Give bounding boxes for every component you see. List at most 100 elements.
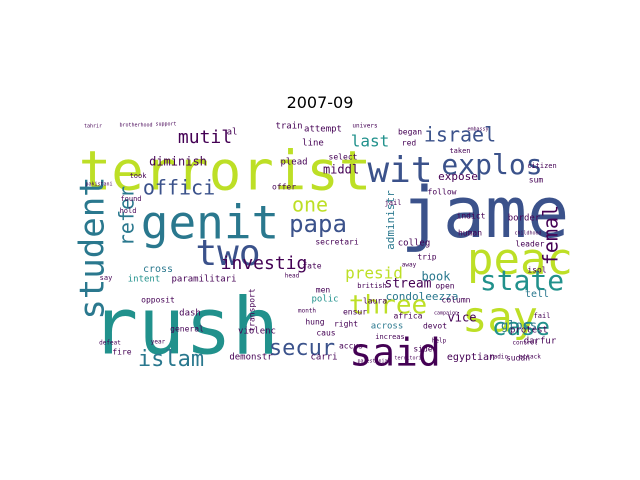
- word-select: select: [329, 153, 358, 162]
- word-book: book: [422, 270, 452, 284]
- word-last: last: [351, 132, 390, 151]
- word-say: say: [462, 293, 538, 342]
- word-islam: islam: [138, 347, 204, 372]
- word-jail: jail: [385, 199, 402, 207]
- word-brotherhood: brotherhood: [119, 123, 152, 129]
- word-papa: papa: [289, 210, 347, 238]
- word-fail: fail: [534, 312, 551, 320]
- word-citizen: citizen: [527, 162, 557, 170]
- word-taken: taken: [449, 147, 470, 155]
- word-attack: attack: [519, 354, 541, 361]
- word-three: three: [349, 291, 427, 321]
- word-paramilitari: paramilitari: [171, 275, 236, 285]
- word-radic: radic: [490, 354, 508, 361]
- word-sum: sum: [529, 176, 544, 185]
- word-administr: administr: [384, 190, 397, 250]
- word-took: took: [130, 172, 148, 180]
- word-hung: hung: [305, 318, 324, 327]
- word-genit: genit: [141, 196, 279, 250]
- word-year: year: [151, 339, 166, 346]
- word-opposit: opposit: [141, 296, 175, 305]
- word-condoleezza: condoleezza: [386, 290, 459, 303]
- word-one: one: [292, 193, 328, 217]
- word-control: control: [512, 340, 538, 347]
- word-carri: carri: [310, 353, 337, 363]
- word-sudan: sudan: [506, 354, 530, 363]
- word-side: side: [413, 345, 432, 354]
- word-fate: fate: [302, 262, 321, 271]
- word-head: head: [285, 273, 300, 280]
- word-univers: univers: [352, 123, 378, 130]
- word-egyptian: egyptian: [447, 352, 495, 363]
- word-vice: vice: [448, 311, 477, 325]
- word-laura: laura: [363, 297, 387, 306]
- word-line: line: [302, 139, 324, 149]
- word-al: al: [227, 128, 238, 138]
- word-defeat: defeat: [99, 340, 121, 347]
- word-terrorist: terrorist: [79, 140, 372, 203]
- word-accus: accus: [339, 342, 363, 351]
- word-trip: trip: [417, 253, 436, 262]
- word-column: column: [442, 296, 471, 305]
- word-peac: peac: [467, 234, 573, 285]
- word-leader: leader: [516, 240, 545, 249]
- word-polic: polic: [311, 295, 338, 305]
- word-refer: refer: [115, 186, 139, 246]
- word-train: train: [275, 122, 302, 132]
- word-mutil: mutil: [178, 127, 232, 148]
- word-red: red: [402, 139, 417, 148]
- word-colleg: colleg: [398, 239, 431, 249]
- word-isol: isol: [527, 266, 546, 275]
- word-transport: transport: [248, 288, 257, 332]
- word-british: british: [357, 282, 387, 290]
- word-offer: offer: [272, 183, 296, 192]
- word-student: student: [73, 176, 113, 319]
- chart-title: 2007-09: [287, 93, 354, 112]
- word-attempt: attempt: [304, 125, 342, 135]
- word-palestinian: palestinian: [357, 359, 390, 365]
- word-caus: caus: [316, 329, 335, 338]
- word-general: general: [170, 325, 204, 334]
- word-presid: presid: [345, 264, 403, 283]
- word-ensur: ensur: [343, 308, 367, 317]
- word-africa: africa: [394, 312, 423, 321]
- word-across: across: [371, 322, 404, 332]
- word-border: border: [508, 214, 541, 224]
- word-two: two: [195, 233, 260, 274]
- word-began: began: [398, 128, 422, 137]
- word-femal: femal: [539, 205, 563, 265]
- word-expose: expose: [438, 170, 478, 183]
- word-dash: dash: [179, 309, 201, 319]
- word-jame: jame: [401, 172, 570, 254]
- word-men: men: [316, 286, 331, 295]
- word-explos: explos: [441, 148, 542, 181]
- word-month: month: [298, 308, 316, 315]
- word-cross: cross: [143, 264, 173, 275]
- word-open: open: [435, 282, 454, 291]
- word-wit: wit: [367, 150, 432, 191]
- word-demonstr: demonstr: [229, 353, 273, 363]
- word-campaign: campaign: [434, 311, 458, 317]
- word-investig: investig: [221, 253, 308, 274]
- word-secur: secur: [269, 336, 335, 361]
- wordcloud-area: [80, 119, 560, 362]
- word-secretari: secretari: [315, 238, 359, 247]
- word-follow: follow: [428, 188, 457, 197]
- word-devot: devot: [423, 322, 447, 331]
- word-middl: middl: [323, 163, 359, 177]
- word-support: support: [155, 122, 176, 128]
- word-fire: fire: [112, 348, 131, 357]
- word-hold: hold: [120, 207, 137, 215]
- word-say: say: [100, 274, 113, 282]
- word-intent: intent: [128, 275, 161, 285]
- word-indict: indict: [457, 212, 486, 221]
- word-increas: increas: [375, 333, 405, 341]
- word-offici: offici: [143, 176, 215, 200]
- word-protest: protest: [510, 326, 548, 336]
- word-case: case: [492, 313, 550, 341]
- word-embassy: embassy: [467, 127, 488, 133]
- word-tahrir: tahrir: [84, 124, 102, 130]
- word-found: found: [120, 195, 141, 203]
- word-away: away: [402, 262, 417, 269]
